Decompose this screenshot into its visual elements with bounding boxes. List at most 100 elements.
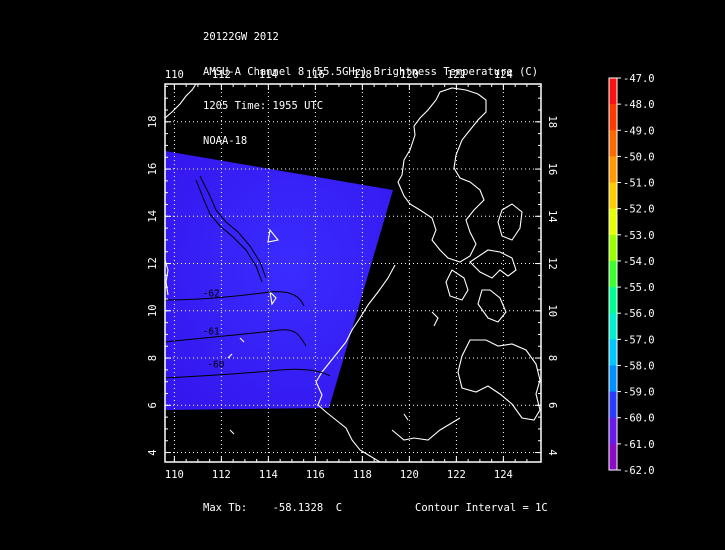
reef-2 [269,290,277,306]
lon-label-top: 124 [494,69,513,81]
colorbar-label: -49.0 [623,125,655,137]
colorbar-segment [609,104,617,131]
lat-label-right: 10 [546,304,558,317]
colorbar-frame [608,77,618,471]
lat-label-left: 16 [147,163,159,176]
lon-label-top: 116 [306,69,325,81]
colorbar-segment [609,182,617,210]
map-frame [164,83,542,463]
lat-label-right: 18 [546,115,558,128]
map-area: -62 -61 -60 [165,84,541,462]
colorbar-segment [609,391,617,419]
axis-ticks-group: 110 110 112 112 114 114 116 116 118 118 120 120 122 1… [147,69,558,481]
coastline-visayas-3 [477,289,507,323]
lon-label-top: 114 [259,69,278,81]
contour-label: -60 [207,360,224,371]
contour-line-upper-2 [199,175,267,279]
lon-label-bottom: 118 [353,469,372,481]
colorbar-label: -58.0 [623,360,655,372]
map-header: 20122GW 2012 AMSU-A Channel 8 (55.5GHz) … [203,9,538,159]
lat-label-right: 8 [546,355,558,361]
colorbar-label: -60.0 [623,413,655,425]
lon-label-top: 110 [165,69,184,81]
contour-line-upper-1 [195,179,263,283]
lat-label-right: 4 [546,449,558,455]
max-tb-label: Max Tb: [203,502,248,514]
lat-label-left: 4 [147,449,159,455]
contour-interval-readout: Contour Interval = 1C [415,502,548,514]
coastline-visayas-1 [469,249,517,279]
lat-label-left: 8 [147,355,159,361]
lat-label-right: 6 [546,402,558,408]
reef-7 [229,429,235,435]
reef-3 [239,337,245,343]
max-tb-value: -58.1328 [272,502,324,514]
contour-line-60 [165,368,331,379]
lat-label-right: 12 [546,257,558,270]
max-tb-readout: Max Tb: -58.1328 C [203,502,342,514]
lon-label-top: 112 [212,69,231,81]
spratly-reef-1 [267,228,279,243]
coastline-mindanao [457,339,541,421]
contour-label: -61 [203,326,220,337]
colorbar-label: -57.0 [623,334,655,346]
lon-label-bottom: 122 [447,469,466,481]
colorbar-label: -52.0 [623,204,655,216]
colorbar-label: -54.0 [623,256,655,268]
contour-label: -62 [203,289,220,300]
colorbar-segment [609,417,617,445]
lat-label-left: 12 [147,257,159,270]
colorbar-segment [609,130,617,157]
reef-4 [227,353,233,359]
lat-lon-grid [165,84,541,462]
coastline-samar [497,203,523,241]
brightness-temperature-swath [165,151,393,410]
temperature-contours [165,175,331,379]
colorbar-label: -62.0 [623,465,655,477]
colorbar-segment [609,365,617,393]
lat-label-left: 18 [147,115,159,128]
colorbar-segment [609,260,617,288]
colorbar-label: -53.0 [623,230,655,242]
reef-5 [431,311,439,327]
colorbar-label: -59.0 [623,387,655,399]
colorbar-segment [609,287,617,314]
coastline-china [165,84,197,119]
lat-label-right: 16 [546,163,558,176]
colorbar-label: -55.0 [623,282,655,294]
colorbar-segment [609,313,617,340]
contour-line-61 [165,329,307,347]
lon-label-bottom: 120 [400,469,419,481]
colorbar-segment [609,234,617,262]
lon-label-top: 118 [353,69,372,81]
colorbar-segment [609,339,617,366]
colorbar-label: -47.0 [623,73,655,85]
colorbar-segment [609,78,617,105]
max-tb-unit: C [335,502,343,514]
lon-label-bottom: 112 [212,469,231,481]
lon-label-bottom: 114 [259,469,278,481]
coastlines [165,84,541,462]
colorbar-segment [609,156,617,184]
lat-label-right: 14 [546,210,558,223]
coastline-vietnam [165,259,169,296]
colorbar-label: -48.0 [623,99,655,111]
lat-label-left: 10 [147,304,159,317]
coastline-borneo [315,381,381,462]
lat-label-left: 6 [147,402,159,408]
lat-label-left: 14 [147,210,159,223]
reef-6 [403,413,409,421]
coastline-visayas-2 [445,269,469,301]
colorbar: -47.0 -48.0 -49.0 -50.0 -51.0 -52.0 -53.0 -54.0… [608,73,655,477]
contour-line-62 [165,291,305,307]
lon-label-bottom: 124 [494,469,513,481]
coastline-sulu [391,417,461,441]
product-title: AMSU-A Channel 8 (55.5GHz) Brightness Te… [203,65,539,78]
lon-label-bottom: 116 [306,469,325,481]
lon-label-top: 122 [447,69,466,81]
colorbar-label: -51.0 [623,178,655,190]
observation-time: 1205 Time: 1955 UTC [203,100,324,112]
satellite-name: NOAA-18 [203,134,248,147]
colorbar-label: -61.0 [623,439,655,451]
